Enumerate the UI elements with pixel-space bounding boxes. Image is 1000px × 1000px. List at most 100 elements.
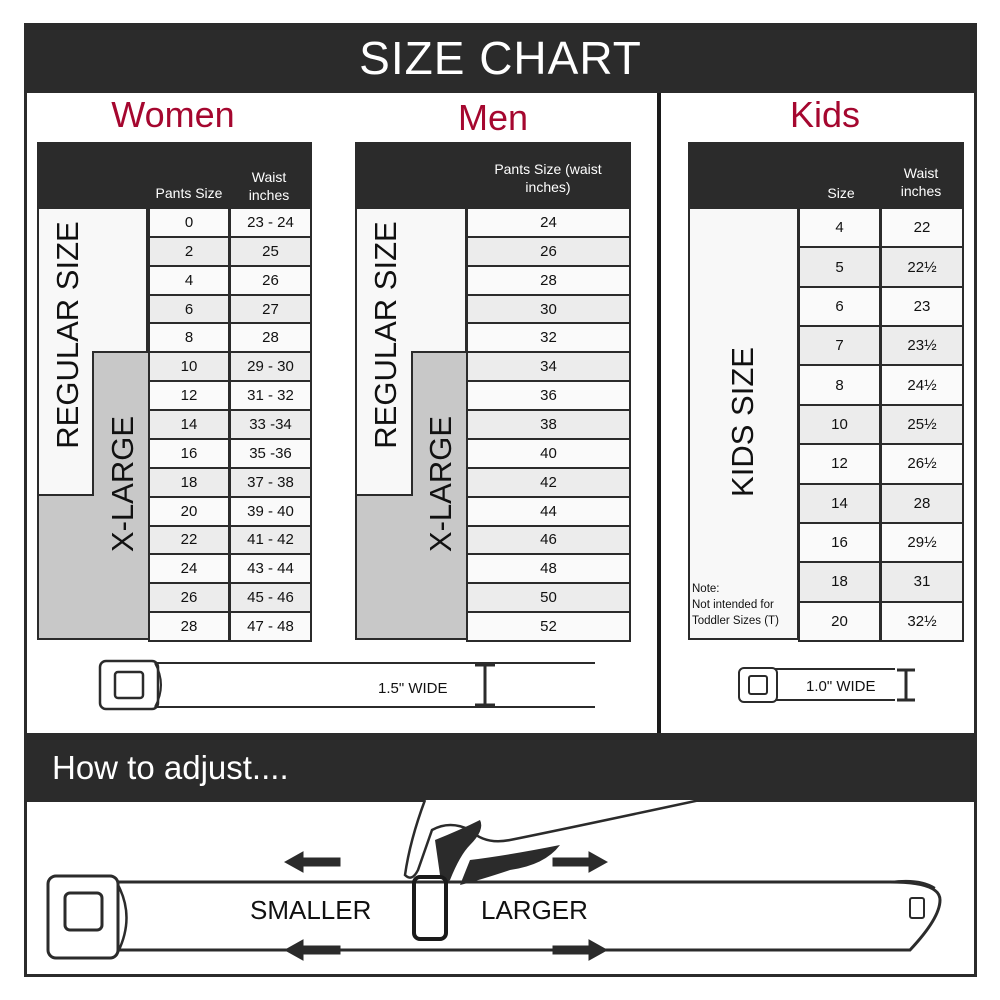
women-pants-size-cell: 0 — [148, 207, 230, 238]
women-waist-cell: 45 - 46 — [229, 582, 312, 614]
men-pants-size-cell: 46 — [466, 524, 631, 556]
kids-title: Kids — [789, 94, 861, 135]
men-pants-size-cell: 36 — [466, 380, 631, 412]
kids-header-size: Size — [827, 185, 855, 201]
men-pants-size-cell: 42 — [466, 466, 631, 498]
kids-waist-cell: 23½ — [880, 325, 964, 367]
belt-loop-slider — [412, 875, 448, 941]
kids-waist-cell: 24½ — [880, 364, 964, 406]
men-header-pants-size: Pants Size (waist inches) — [494, 161, 602, 195]
page-title: SIZE CHART — [24, 23, 977, 93]
kids-waist-cell: 25½ — [880, 403, 964, 446]
kids-size-cell: 6 — [798, 285, 881, 328]
kids-header-waist: Waist inches — [900, 165, 942, 199]
men-pants-size-cell: 48 — [466, 553, 631, 585]
women-pants-size-cell: 18 — [148, 466, 230, 498]
men-pants-size-cell: 34 — [466, 351, 631, 383]
kids-size-cell: 7 — [798, 325, 881, 367]
kids-size-cell: 5 — [798, 246, 881, 288]
men-regular-label: REGULAR SIZE — [368, 221, 403, 449]
women-xlarge-label: X-LARGE — [105, 415, 140, 553]
women-table-header: Pants Size Waist inches — [37, 142, 312, 207]
women-waist-cell: 35 -36 — [229, 437, 312, 469]
kids-size-cell: 8 — [798, 364, 881, 406]
men-xlarge-band-lower — [357, 494, 467, 638]
women-waist-cell: 27 — [229, 293, 312, 325]
women-waist-cell: 33 -34 — [229, 409, 312, 440]
kids-table-header: Size Waist inches — [688, 142, 964, 207]
men-table-header: Pants Size (waist inches) — [355, 142, 631, 207]
kids-size-cell: 4 — [798, 207, 881, 249]
section-divider — [657, 93, 661, 733]
kids-waist-cell: 22½ — [880, 246, 964, 288]
men-band-border — [355, 494, 413, 496]
women-pants-size-cell: 24 — [148, 553, 230, 585]
kids-belt-illustration — [738, 667, 915, 703]
women-header-pants-size: Pants Size — [155, 185, 223, 201]
men-xlarge-band — [411, 351, 467, 494]
arrow-left-icon — [283, 851, 341, 961]
kids-size-cell: 16 — [798, 521, 881, 564]
kids-note-heading: Note: — [692, 583, 720, 595]
women-waist-cell: 37 - 38 — [229, 466, 312, 498]
width-marker-icon — [475, 663, 495, 707]
men-pants-size-cell: 32 — [466, 322, 631, 354]
kids-waist-cell: 31 — [880, 561, 964, 603]
kids-size-cell: 20 — [798, 600, 881, 642]
adjust-belt-illustration — [46, 800, 942, 961]
hand-icon — [403, 800, 701, 885]
women-pants-size-cell: 6 — [148, 293, 230, 325]
men-pants-size-cell: 44 — [466, 495, 631, 527]
men-pants-size-cell: 40 — [466, 437, 631, 469]
women-pants-size-cell: 16 — [148, 437, 230, 469]
kids-waist-cell: 28 — [880, 482, 964, 524]
women-xlarge-band-lower — [39, 494, 148, 638]
women-pants-size-cell: 26 — [148, 582, 230, 614]
women-pants-size-cell: 14 — [148, 409, 230, 440]
men-pants-size-cell: 26 — [466, 235, 631, 267]
women-pants-size-cell: 20 — [148, 495, 230, 527]
width-marker-icon — [897, 668, 915, 702]
kids-waist-cell: 22 — [880, 207, 964, 249]
women-pants-size-cell: 8 — [148, 322, 230, 354]
adult-belt-width: 1.5" WIDE — [378, 680, 448, 697]
women-waist-cell: 47 - 48 — [229, 611, 312, 642]
larger-label: LARGER — [481, 895, 588, 925]
kids-waist-cell: 23 — [880, 285, 964, 328]
kids-size-cell: 18 — [798, 561, 881, 603]
women-waist-cell: 31 - 32 — [229, 380, 312, 412]
women-waist-cell: 26 — [229, 264, 312, 296]
smaller-label: SMALLER — [250, 895, 372, 925]
kids-waist-cell: 32½ — [880, 600, 964, 642]
women-regular-label: REGULAR SIZE — [50, 221, 85, 449]
women-waist-cell: 25 — [229, 235, 312, 267]
women-waist-cell: 43 - 44 — [229, 553, 312, 585]
women-waist-cell: 23 - 24 — [229, 207, 312, 238]
women-pants-size-cell: 12 — [148, 380, 230, 412]
men-pants-size-cell: 38 — [466, 409, 631, 440]
kids-size-label: KIDS SIZE — [725, 347, 760, 497]
kids-belt-width: 1.0" WIDE — [806, 678, 876, 695]
women-xlarge-band — [92, 351, 148, 494]
men-pants-size-cell: 30 — [466, 293, 631, 325]
kids-note-text: Not intended for Toddler Sizes (T) — [692, 599, 779, 627]
women-band-border — [37, 494, 94, 496]
kids-size-cell: 10 — [798, 403, 881, 446]
men-pants-size-cell: 28 — [466, 264, 631, 296]
women-pants-size-cell: 22 — [148, 524, 230, 556]
women-pants-size-cell: 10 — [148, 351, 230, 383]
arrow-right-icon — [552, 851, 609, 961]
men-pants-size-cell: 50 — [466, 582, 631, 614]
women-title: Women — [111, 94, 235, 135]
women-waist-cell: 41 - 42 — [229, 524, 312, 556]
women-waist-cell: 29 - 30 — [229, 351, 312, 383]
women-header-waist: Waist inches — [248, 169, 290, 203]
adult-belt-illustration — [98, 659, 595, 711]
kids-note: Note: Not intended for Toddler Sizes (T) — [692, 581, 797, 629]
men-pants-size-cell: 52 — [466, 611, 631, 642]
kids-size-cell: 12 — [798, 443, 881, 485]
men-title: Men — [457, 97, 529, 138]
women-pants-size-cell: 2 — [148, 235, 230, 267]
women-pants-size-cell: 4 — [148, 264, 230, 296]
kids-size-cell: 14 — [798, 482, 881, 524]
